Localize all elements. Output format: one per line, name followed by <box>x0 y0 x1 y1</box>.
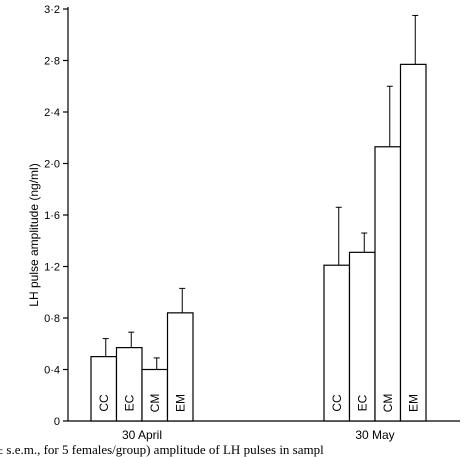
y-tick-label: 1·6 <box>44 210 60 222</box>
bar-em-may <box>399 63 427 422</box>
group-label: 30 May <box>355 428 394 442</box>
bar-label: EC <box>122 394 136 411</box>
y-tick-label: 2·8 <box>44 56 60 68</box>
group-label: 30 April <box>122 428 162 442</box>
bar-cc-april <box>90 356 118 422</box>
y-tick-label: 3·2 <box>44 4 60 16</box>
figure-caption: ± s.e.m., for 5 females/group) amplitude… <box>0 442 324 457</box>
bar-label: EM <box>406 394 420 412</box>
bar-label: CC <box>97 394 111 412</box>
y-tick-label: 2·0 <box>44 159 60 171</box>
y-tick-label: 1·2 <box>44 262 60 274</box>
bar-label: CC <box>330 394 344 412</box>
y-axis-label: LH pulse amplitude (ng/ml) <box>27 163 41 306</box>
bar-cm-april <box>141 368 169 422</box>
y-axis: 0 0·4 0·8 1·2 1·6 2·0 2·4 2·8 3·2 <box>44 4 69 428</box>
y-tick-label: 0·8 <box>44 313 60 325</box>
bar-em-april <box>166 312 194 422</box>
bar-cc-may <box>323 264 351 422</box>
bar-label: EC <box>355 394 369 411</box>
bar-ec-may <box>348 251 376 422</box>
bar-ec-april <box>115 347 143 422</box>
bars: CC EC CM EM CC EC CM EM <box>90 14 427 422</box>
y-tick-label: 0 <box>54 416 60 428</box>
group-labels: 30 April 30 May <box>122 428 395 442</box>
y-tick-label: 0·4 <box>44 365 60 377</box>
bar-label: CM <box>381 394 395 413</box>
y-tick-label: 2·4 <box>44 107 60 119</box>
bar-label: CM <box>148 394 162 413</box>
bar-label: EM <box>173 394 187 412</box>
bar-cm-may <box>374 146 402 422</box>
